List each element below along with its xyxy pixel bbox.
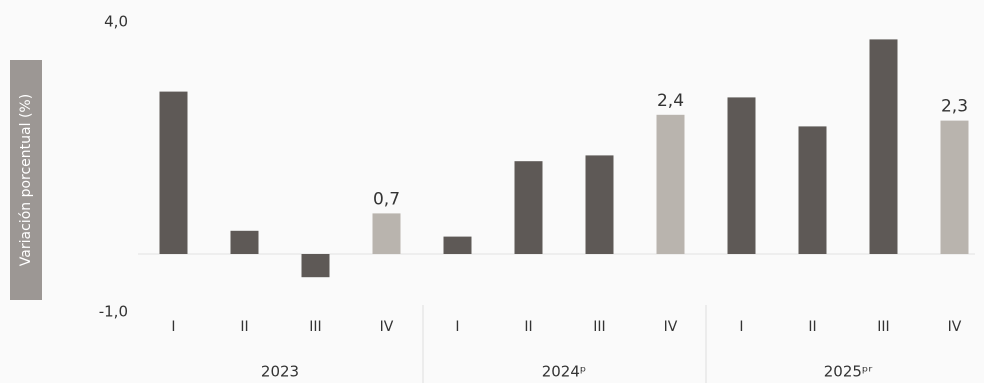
x-tick-label: II bbox=[808, 319, 816, 335]
value-label: 0,7 bbox=[373, 189, 400, 209]
bar bbox=[869, 39, 898, 255]
bar bbox=[159, 91, 188, 254]
y-label-box bbox=[10, 60, 42, 300]
x-tick-label: II bbox=[240, 319, 248, 335]
x-tick-label: IV bbox=[380, 319, 394, 335]
x-tick-label: III bbox=[309, 319, 321, 335]
y-tick-label: 4,0 bbox=[104, 13, 128, 31]
bar bbox=[798, 126, 827, 254]
value-label: 2,4 bbox=[657, 91, 684, 111]
y-tick-label: -1,0 bbox=[99, 303, 128, 321]
bar bbox=[585, 155, 614, 254]
x-tick-label: IV bbox=[948, 319, 962, 335]
group-label: 2024ᵖ bbox=[542, 363, 587, 381]
group-label: 2023 bbox=[261, 363, 299, 381]
x-tick-label: IV bbox=[664, 319, 678, 335]
value-label: 2,3 bbox=[941, 97, 968, 117]
bar bbox=[230, 230, 259, 254]
bar bbox=[514, 161, 543, 254]
bar bbox=[372, 213, 401, 254]
bar bbox=[940, 120, 969, 254]
x-tick-label: I bbox=[739, 319, 743, 335]
x-tick-label: III bbox=[593, 319, 605, 335]
x-tick-label: I bbox=[171, 319, 175, 335]
bar bbox=[301, 254, 330, 278]
x-tick-label: I bbox=[455, 319, 459, 335]
group-label: 2025ᵖʳ bbox=[824, 363, 873, 381]
bar bbox=[727, 97, 756, 255]
x-tick-label: II bbox=[524, 319, 532, 335]
bar bbox=[656, 114, 685, 254]
bar bbox=[443, 236, 472, 254]
y-axis-label: Variación porcentual (%) bbox=[18, 94, 34, 266]
x-tick-label: III bbox=[877, 319, 889, 335]
